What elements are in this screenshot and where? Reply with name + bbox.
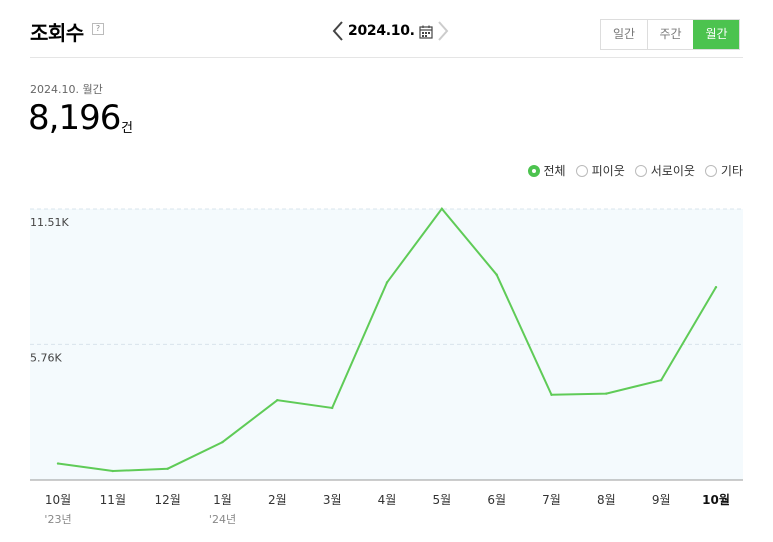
x-tick-label: 2월 — [268, 493, 287, 507]
y-tick-label: 5.76K — [30, 351, 62, 364]
x-year-label: '24년 — [209, 513, 236, 526]
data-point — [276, 398, 279, 402]
legend-label: 전체 — [543, 164, 566, 178]
period-toggle: 일간 주간 월간 — [600, 19, 740, 50]
series-legend: 전체 피이웃 서로이웃 기타 — [518, 162, 743, 179]
chevron-right-icon — [437, 21, 449, 41]
data-point — [714, 285, 718, 289]
data-point — [385, 281, 389, 284]
x-tick-label: 9월 — [652, 493, 671, 507]
x-tick-label: 10월 — [702, 492, 730, 507]
data-point — [659, 378, 663, 382]
header-divider — [30, 57, 743, 58]
legend-item-neighbor[interactable]: 피이웃 — [575, 162, 625, 179]
page-title: 조회수 — [30, 21, 84, 45]
data-point — [166, 467, 169, 470]
legend-label: 서로이웃 — [650, 164, 695, 178]
x-tick-label: 5월 — [432, 493, 451, 507]
x-tick-label: 3월 — [323, 493, 342, 507]
legend-item-other[interactable]: 기타 — [704, 162, 743, 179]
data-point — [550, 393, 553, 396]
legend-item-mutual[interactable]: 서로이웃 — [634, 162, 695, 179]
x-tick-label: 12월 — [155, 493, 181, 507]
tab-weekly[interactable]: 주간 — [647, 20, 693, 49]
radio-icon — [575, 164, 588, 177]
x-tick-label: 6월 — [487, 493, 506, 507]
data-point — [330, 406, 334, 410]
tab-daily[interactable]: 일간 — [612, 27, 636, 41]
data-point — [221, 440, 224, 444]
calendar-icon[interactable] — [419, 24, 433, 39]
x-year-label: '23년 — [44, 513, 71, 526]
data-point — [605, 392, 608, 395]
prev-period-button[interactable] — [330, 18, 346, 44]
current-date: 2024.10. — [348, 23, 415, 39]
x-tick-label: 1월 — [213, 493, 232, 507]
data-point — [495, 273, 498, 276]
x-tick-label: 11월 — [100, 493, 126, 507]
summary-period-label: 2024.10. 월간 — [30, 83, 103, 96]
data-point — [56, 462, 60, 465]
legend-label: 피이웃 — [591, 164, 625, 178]
radio-selected-icon — [527, 164, 540, 177]
data-point — [111, 469, 115, 473]
legend-label: 기타 — [720, 164, 743, 178]
y-tick-label: 11.51K — [30, 216, 69, 229]
x-tick-label: 8월 — [597, 493, 616, 507]
x-tick-label: 10월 — [45, 493, 71, 507]
chevron-left-icon — [332, 21, 343, 41]
legend-item-all[interactable]: 전체 — [527, 162, 566, 179]
next-period-button[interactable] — [435, 18, 451, 44]
help-icon[interactable]: ? — [92, 23, 104, 35]
data-point — [440, 207, 444, 210]
tab-monthly[interactable]: 월간 — [693, 20, 739, 49]
radio-icon — [634, 164, 647, 177]
radio-icon — [704, 164, 717, 177]
date-navigator: 2024.10. — [330, 18, 451, 44]
x-tick-label: 7월 — [542, 493, 561, 507]
summary-unit: 건 — [121, 121, 133, 136]
x-tick-label: 4월 — [378, 493, 397, 507]
summary-value: 8,196 — [28, 98, 121, 138]
plot-area — [30, 209, 743, 480]
